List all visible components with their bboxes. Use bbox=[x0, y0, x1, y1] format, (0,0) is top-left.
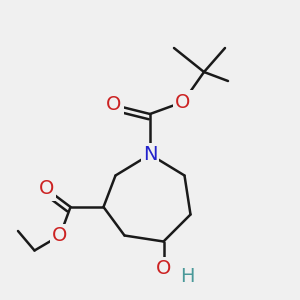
Text: O: O bbox=[175, 92, 191, 112]
Text: H: H bbox=[180, 266, 195, 286]
Text: O: O bbox=[52, 226, 68, 245]
Text: O: O bbox=[156, 259, 171, 278]
Text: N: N bbox=[143, 145, 157, 164]
Text: O: O bbox=[106, 95, 122, 115]
Text: O: O bbox=[39, 179, 54, 199]
